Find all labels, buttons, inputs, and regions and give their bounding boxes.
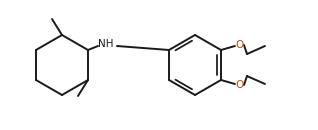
Text: O: O <box>236 40 244 50</box>
Text: NH: NH <box>98 39 114 49</box>
Text: O: O <box>236 80 244 90</box>
